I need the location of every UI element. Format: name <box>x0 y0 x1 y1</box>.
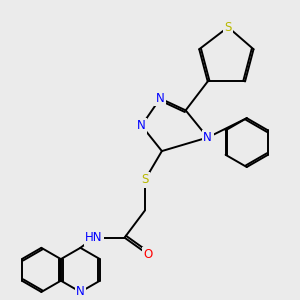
Text: S: S <box>141 173 148 186</box>
Text: N: N <box>156 92 165 105</box>
Text: S: S <box>224 21 232 34</box>
Text: HN: HN <box>85 231 103 244</box>
Text: N: N <box>203 131 212 144</box>
Text: N: N <box>76 286 85 298</box>
Text: N: N <box>137 119 146 132</box>
Text: O: O <box>144 248 153 261</box>
